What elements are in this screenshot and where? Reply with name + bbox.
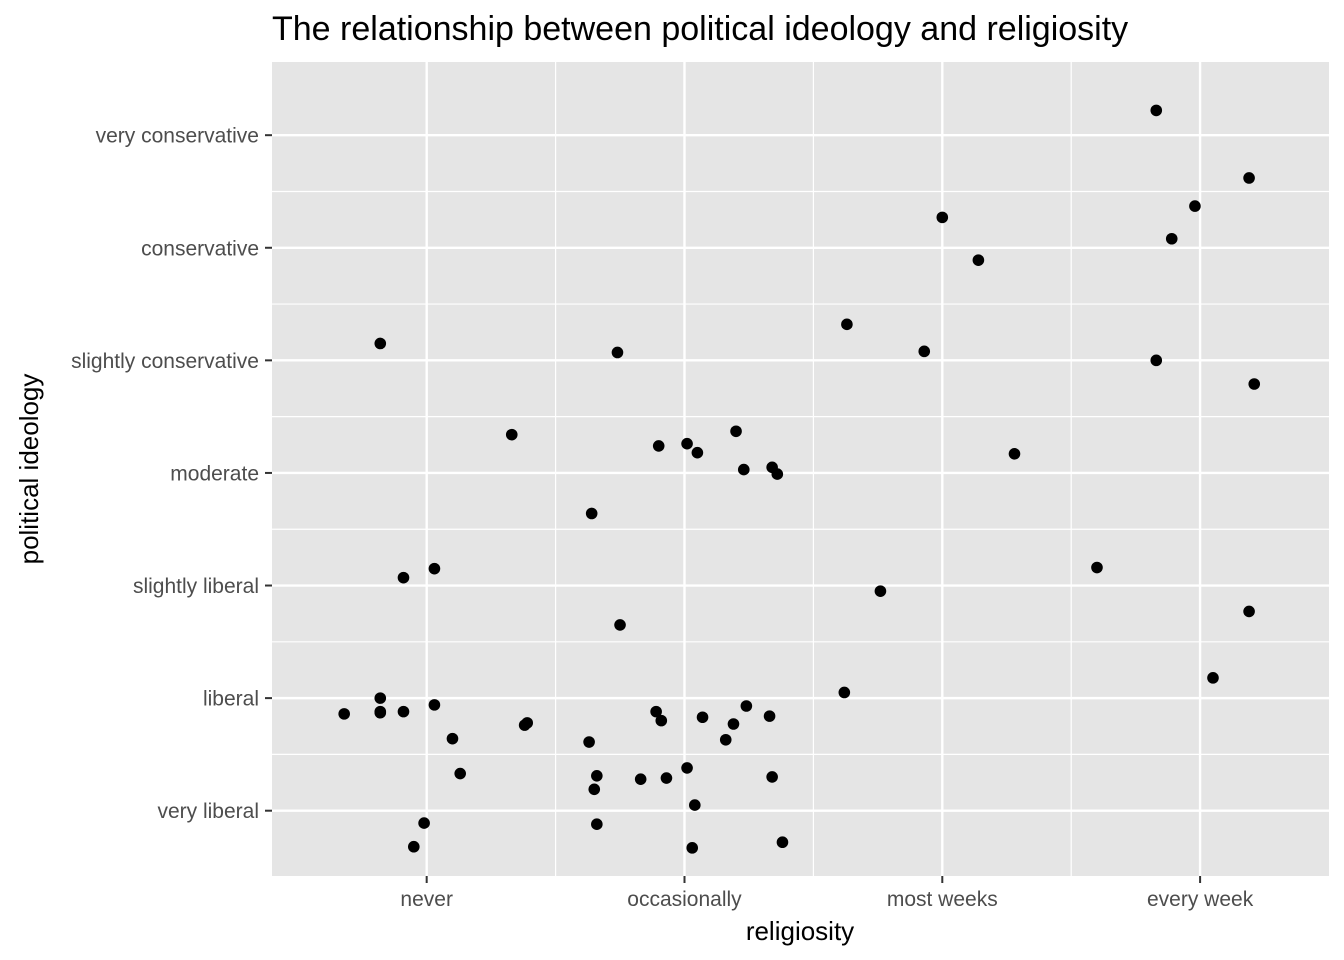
data-point <box>1248 378 1261 390</box>
data-point <box>585 507 598 520</box>
data-point <box>691 446 704 459</box>
data-point <box>874 585 887 597</box>
data-point <box>446 732 459 745</box>
data-point <box>696 711 709 724</box>
data-point <box>1091 561 1103 574</box>
data-point <box>776 836 789 849</box>
data-point <box>838 686 851 699</box>
y-tick-label: slightly conservative <box>71 350 259 373</box>
data-point <box>374 705 387 718</box>
data-point <box>972 254 985 266</box>
data-point <box>652 440 665 452</box>
y-tick-label: liberal <box>203 688 259 711</box>
data-point <box>614 619 626 631</box>
data-point <box>407 840 420 853</box>
data-point <box>766 771 778 783</box>
data-point <box>591 818 603 831</box>
data-point <box>374 337 387 350</box>
data-point <box>936 211 949 224</box>
data-point <box>583 736 595 748</box>
data-point <box>737 463 750 476</box>
data-point <box>1207 672 1219 684</box>
data-point <box>428 562 441 575</box>
data-point <box>634 773 647 785</box>
data-point <box>918 345 931 358</box>
data-point <box>730 425 742 438</box>
x-tick-label: most weeks <box>887 888 998 911</box>
data-point <box>681 762 693 774</box>
data-point <box>686 842 699 854</box>
data-point <box>1243 172 1255 184</box>
data-point <box>418 817 430 829</box>
y-tick-label: very liberal <box>157 800 259 823</box>
y-axis-title: political ideology <box>14 374 44 565</box>
y-tick-label: moderate <box>170 462 259 485</box>
data-point <box>1243 605 1255 618</box>
data-point <box>650 705 662 718</box>
data-point <box>397 571 410 584</box>
data-point <box>763 710 776 722</box>
data-point <box>841 318 853 331</box>
y-axis: very liberal liberal slightly liberal moder… <box>71 125 272 823</box>
data-point <box>727 718 740 730</box>
data-point <box>588 783 601 796</box>
x-tick-label: occasionally <box>627 888 742 911</box>
x-axis-title: religiosity <box>746 916 854 946</box>
data-point <box>505 428 518 441</box>
x-tick-label: every week <box>1147 888 1254 911</box>
grid-lines <box>272 62 1329 876</box>
x-tick-label: never <box>400 888 453 911</box>
data-point <box>338 708 350 720</box>
data-point <box>689 799 701 811</box>
data-point <box>454 767 466 780</box>
data-point <box>655 714 668 727</box>
data-point <box>521 717 534 729</box>
data-point <box>1189 200 1201 212</box>
data-point <box>1165 232 1178 245</box>
data-point <box>428 699 441 711</box>
data-point <box>1008 448 1021 460</box>
y-tick-label: slightly liberal <box>133 575 259 598</box>
data-point <box>1150 354 1163 367</box>
data-point <box>397 705 410 718</box>
data-point <box>1150 104 1163 117</box>
data-point <box>771 468 784 480</box>
data-point <box>611 346 624 359</box>
data-points <box>338 104 1261 854</box>
y-tick-label: conservative <box>141 237 259 260</box>
y-tick-label: very conservative <box>96 125 259 148</box>
data-point <box>681 437 693 450</box>
data-point <box>719 733 732 746</box>
data-point <box>660 772 673 784</box>
x-axis: never occasionally most weeks every week <box>400 876 1254 911</box>
data-point <box>591 769 603 782</box>
chart-title: The relationship between political ideol… <box>272 10 1128 48</box>
data-point <box>740 700 753 712</box>
data-point <box>374 692 387 704</box>
